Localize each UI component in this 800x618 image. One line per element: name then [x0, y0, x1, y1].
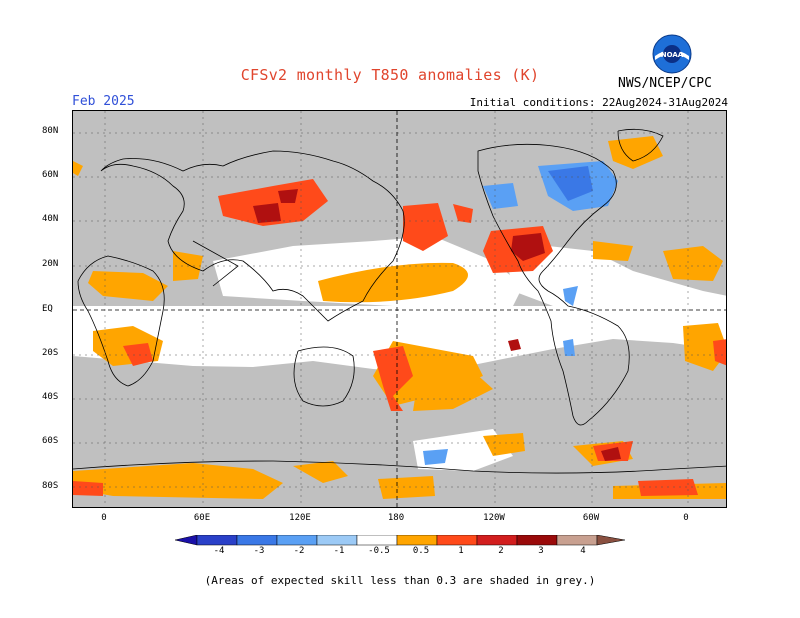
lat-label: 80N: [42, 126, 59, 136]
lon-label: 180: [387, 513, 405, 523]
colorbar-segment: [196, 535, 238, 546]
equator-dateline: [73, 111, 726, 507]
skill-note: (Areas of expected skill less than 0.3 a…: [204, 574, 596, 587]
colorbar-label: -1: [333, 546, 345, 556]
lat-label: 80S: [42, 481, 59, 491]
neutral-band: [73, 306, 726, 373]
colorbar-label: 3: [538, 546, 544, 556]
grid-lines: [73, 111, 726, 507]
colorbar-segment: [316, 535, 358, 546]
colorbar-label: 1: [458, 546, 464, 556]
colorbar-segment: [175, 535, 198, 546]
colorbar-label: -4: [213, 546, 225, 556]
noaa-logo-icon: NOAA: [652, 34, 692, 74]
colorbar-segment: [276, 535, 318, 546]
lat-label: 20S: [42, 348, 59, 358]
colorbar-segment: [236, 535, 278, 546]
agency-label: NWS/NCEP/CPC: [618, 76, 712, 91]
colorbar-label: -0.5: [368, 546, 390, 556]
lat-label: 40S: [42, 392, 59, 402]
lon-label: 0: [683, 513, 689, 523]
colorbar-segment: [516, 535, 558, 546]
lon-label: 0: [101, 513, 107, 523]
colorbar-segment: [476, 535, 518, 546]
svg-text:NOAA: NOAA: [661, 51, 684, 59]
colorbar-segment: [396, 535, 438, 546]
colorbar-label: 2: [498, 546, 504, 556]
map-canvas: [73, 111, 726, 507]
colorbar-segment: [556, 535, 598, 546]
lat-label: EQ: [42, 304, 53, 314]
coastlines: [73, 128, 726, 474]
colorbar-label: 4: [580, 546, 586, 556]
lon-label: 120W: [483, 513, 505, 523]
lat-label: 60S: [42, 436, 59, 446]
colorbar-segment: [356, 535, 398, 546]
colorbar-segment: [596, 535, 625, 546]
colorbar-segment: [436, 535, 478, 546]
lat-label: 20N: [42, 259, 59, 269]
initial-conditions: Initial conditions: 22Aug2024-31Aug2024: [469, 96, 728, 109]
forecast-month: Feb 2025: [72, 94, 135, 109]
colorbar-label: -2: [293, 546, 305, 556]
lat-label: 40N: [42, 214, 59, 224]
colorbar: [175, 535, 625, 546]
lon-label: 120E: [289, 513, 311, 523]
colorbar-label: 0.5: [412, 546, 430, 556]
lat-label: 60N: [42, 170, 59, 180]
colorbar-label: -3: [253, 546, 265, 556]
warm-anomaly-dark-red: [253, 189, 621, 461]
lon-label: 60W: [582, 513, 600, 523]
anomaly-map: [72, 110, 727, 508]
chart-title: CFSv2 monthly T850 anomalies (K): [240, 66, 540, 84]
lon-label: 60E: [193, 513, 211, 523]
